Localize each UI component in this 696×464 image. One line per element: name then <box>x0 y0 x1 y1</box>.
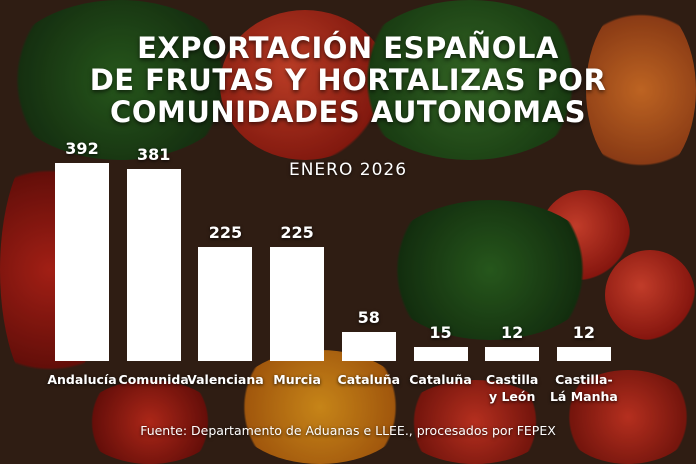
data-label: 225 <box>208 223 243 243</box>
background-tomato <box>560 370 696 464</box>
bar <box>126 168 181 361</box>
title-line: DE FRUTAS Y HORTALIZAS POR <box>89 63 607 97</box>
background-tomato <box>400 380 550 464</box>
background-carrot <box>586 0 696 180</box>
title-line: EXPORTACIÓN ESPAÑOLA <box>137 31 559 65</box>
background-cucumber <box>0 0 240 160</box>
background-cucumber <box>380 200 600 340</box>
category-label: Castilla y León <box>486 372 539 404</box>
category-label: Castilla- Lá Manha <box>549 372 618 404</box>
bar <box>270 247 325 361</box>
data-label: 12 <box>572 323 596 342</box>
category-label: Murcia <box>273 372 321 387</box>
bar <box>341 331 396 361</box>
data-label: 12 <box>501 323 524 342</box>
data-label: 225 <box>280 223 314 243</box>
bar <box>413 347 468 361</box>
chart-subtitle: ENERO 2026 <box>288 160 408 180</box>
chart-title: EXPORTACIÓN ESPAÑOLA DE FRUTAS Y HORTALI… <box>0 32 696 128</box>
background-pepper <box>80 380 220 464</box>
bar <box>55 163 109 361</box>
category-label: Valenciana <box>187 372 264 387</box>
background-cucumber <box>350 0 590 160</box>
data-label: 15 <box>429 323 452 342</box>
background-yellow-pepper <box>230 350 410 464</box>
data-label: 392 <box>65 139 99 158</box>
data-label: 58 <box>357 307 380 327</box>
source-note: Fuente: Departamento de Aduanas e LLEE.,… <box>140 423 556 438</box>
category-label: Cataluña <box>337 372 401 387</box>
background-tomato <box>605 250 695 340</box>
bar <box>556 347 611 361</box>
category-label: Cataluña <box>409 372 472 387</box>
data-label: 381 <box>136 144 171 164</box>
bar <box>485 347 540 361</box>
category-label: Comunida <box>118 372 189 387</box>
title-line: COMUNIDADES AUTONOMAS <box>110 95 586 129</box>
category-label: Andalucía <box>47 372 117 387</box>
bar <box>198 247 253 361</box>
